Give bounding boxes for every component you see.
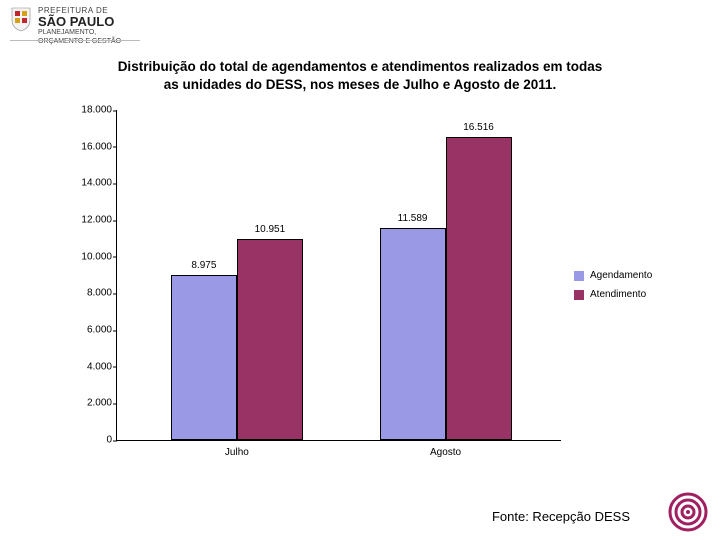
legend-item-agendamento: Agendamento [574, 270, 652, 281]
bar-agosto-atendimento [446, 137, 512, 440]
legend-swatch-agendamento [574, 271, 584, 281]
y-tick-label: 6.000 [70, 325, 112, 336]
footer-logo-icon [668, 492, 708, 532]
chart-title-line2: as unidades do DESS, nos meses de Julho … [164, 77, 557, 92]
bar-julho-atendimento [237, 239, 303, 440]
source-text: Fonte: Recepção DESS [492, 509, 630, 524]
header-divider [10, 40, 140, 41]
y-tick-label: 12.000 [70, 215, 112, 226]
legend: Agendamento Atendimento [574, 270, 652, 308]
legend-item-atendimento: Atendimento [574, 289, 652, 300]
y-tick-label: 10.000 [70, 251, 112, 262]
bar-agosto-agendamento [380, 228, 446, 440]
header-line2: SÃO PAULO [38, 15, 121, 28]
legend-label-atendimento: Atendimento [590, 289, 646, 300]
y-tick-label: 2.000 [70, 398, 112, 409]
crest-icon [10, 6, 32, 32]
y-tick-label: 4.000 [70, 361, 112, 372]
bar-label: 11.589 [398, 213, 428, 224]
chart-plot: 8.97510.951Julho11.58916.516Agosto [116, 110, 561, 441]
bar-label: 10.951 [255, 224, 286, 235]
legend-label-agendamento: Agendamento [590, 270, 652, 281]
chart-area: 8.975 10.951 Julho 11.589 16.516 Agosto 0 2.00… [70, 110, 560, 460]
x-category-label: Julho [225, 447, 249, 458]
y-tick-label: 18.000 [70, 105, 112, 116]
y-tick-label: 8.000 [70, 288, 112, 299]
y-tick-label: 0 [70, 435, 112, 446]
bar-julho-agendamento [171, 275, 237, 440]
bar-label: 8.975 [191, 260, 216, 271]
bar-label: 16.516 [463, 122, 494, 133]
chart-title: Distribuição do total de agendamentos e … [0, 58, 720, 94]
y-tick-label: 14.000 [70, 178, 112, 189]
header-line3a: PLANEJAMENTO, [38, 29, 121, 37]
header-line3b: ORÇAMENTO E GESTÃO [38, 38, 121, 46]
chart-title-line1: Distribuição do total de agendamentos e … [118, 59, 603, 74]
y-tick-label: 16.000 [70, 141, 112, 152]
x-category-label: Agosto [430, 447, 461, 458]
legend-swatch-atendimento [574, 290, 584, 300]
